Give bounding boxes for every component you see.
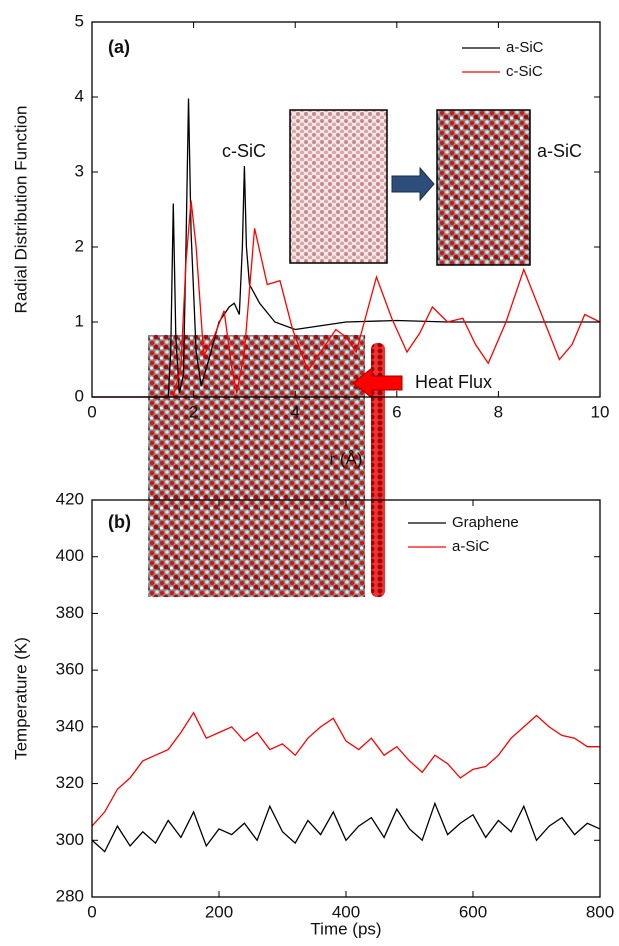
y-tick-label: 5 — [75, 11, 84, 30]
y-axis-label: Radial Distribution Function — [11, 106, 30, 314]
x-tick-label: 0 — [87, 402, 96, 421]
y-axis-label: Temperature (K) — [11, 637, 30, 760]
data-line — [92, 98, 600, 398]
crystal-image — [289, 109, 388, 264]
amorphous-image — [148, 335, 365, 597]
amorphous-image — [436, 109, 531, 266]
plot-frame — [91, 21, 601, 398]
legend-label: a-SiC — [452, 538, 490, 555]
legend-label: c-SiC — [506, 63, 543, 80]
y-tick-label: 340 — [56, 716, 84, 735]
y-tick-label: 4 — [75, 86, 84, 105]
data-line — [92, 200, 601, 398]
data-line — [91, 801, 601, 853]
x-axis-label: r (Å) — [329, 449, 362, 468]
y-tick-label: 1 — [75, 311, 84, 330]
x-tick-label: 4 — [290, 402, 299, 421]
graphene-image — [371, 343, 385, 597]
annotation: (a) — [108, 37, 130, 57]
structure-images — [148, 109, 531, 597]
x-tick-label: 6 — [392, 402, 401, 421]
x-tick-label: 8 — [494, 402, 503, 421]
y-tick-label: 320 — [56, 773, 84, 792]
x-tick-label: 0 — [87, 902, 96, 921]
y-tick-label: 420 — [56, 489, 84, 508]
data-line — [91, 711, 600, 827]
y-tick-label: 300 — [56, 830, 84, 849]
arrow — [352, 366, 403, 400]
arrow — [391, 166, 435, 202]
legend-label: a-SiC — [506, 39, 544, 56]
annotation: c-SiC — [222, 141, 266, 161]
y-tick-label: 400 — [56, 546, 84, 565]
x-tick-label: 2 — [189, 402, 198, 421]
y-tick-label: 360 — [56, 660, 84, 679]
y-tick-label: 280 — [56, 886, 84, 905]
x-tick-label: 10 — [591, 402, 610, 421]
y-tick-label: 0 — [75, 386, 84, 405]
annotation: a-SiC — [537, 141, 582, 161]
legend-label: Graphene — [452, 514, 519, 531]
x-tick-label: 200 — [205, 902, 233, 921]
annotation: Heat Flux — [415, 372, 492, 392]
y-tick-label: 2 — [75, 236, 84, 255]
x-tick-label: 600 — [459, 902, 487, 921]
x-tick-label: 400 — [332, 902, 360, 921]
y-tick-label: 380 — [56, 603, 84, 622]
annotation: (b) — [108, 512, 131, 532]
y-tick-label: 3 — [75, 161, 84, 180]
x-axis-label: Time (ps) — [310, 919, 381, 938]
x-tick-label: 800 — [586, 902, 614, 921]
